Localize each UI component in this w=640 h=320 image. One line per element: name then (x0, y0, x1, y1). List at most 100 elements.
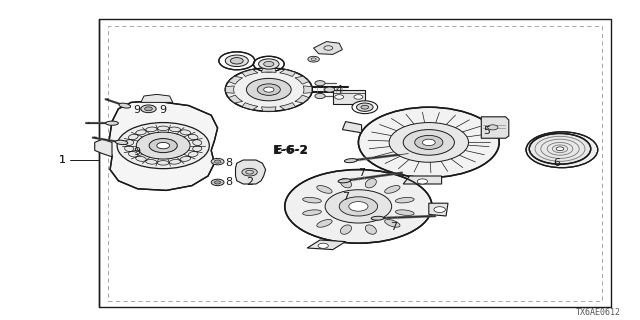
Ellipse shape (188, 134, 198, 140)
Circle shape (325, 190, 392, 223)
Ellipse shape (170, 159, 180, 164)
Ellipse shape (193, 146, 202, 151)
Circle shape (117, 123, 209, 169)
Ellipse shape (365, 225, 376, 234)
Circle shape (324, 87, 335, 92)
Polygon shape (307, 240, 346, 250)
Circle shape (225, 68, 312, 111)
Ellipse shape (365, 179, 376, 188)
Text: 8: 8 (225, 177, 233, 188)
Ellipse shape (129, 151, 138, 157)
Circle shape (257, 84, 280, 95)
Bar (108, 26, 602, 301)
Ellipse shape (146, 159, 157, 164)
Circle shape (285, 170, 432, 243)
Polygon shape (262, 107, 276, 111)
Polygon shape (228, 76, 243, 84)
Circle shape (417, 179, 428, 184)
Ellipse shape (338, 179, 351, 183)
Text: 6: 6 (554, 158, 560, 168)
Circle shape (211, 179, 224, 186)
Ellipse shape (125, 146, 134, 151)
Circle shape (358, 107, 499, 178)
Circle shape (389, 123, 468, 162)
Polygon shape (242, 69, 258, 76)
Ellipse shape (129, 134, 138, 140)
Circle shape (339, 197, 378, 216)
Circle shape (529, 133, 591, 164)
Polygon shape (429, 203, 448, 216)
Circle shape (242, 168, 257, 176)
Text: 1: 1 (59, 155, 65, 165)
Polygon shape (280, 69, 296, 76)
Polygon shape (109, 101, 218, 190)
Text: 2: 2 (246, 177, 253, 188)
Circle shape (253, 56, 284, 72)
Circle shape (354, 95, 363, 99)
Circle shape (214, 181, 221, 184)
Circle shape (315, 81, 325, 86)
Polygon shape (226, 86, 234, 93)
Circle shape (335, 95, 344, 99)
Text: 1: 1 (60, 155, 66, 165)
Ellipse shape (385, 186, 400, 193)
Circle shape (361, 105, 369, 109)
Circle shape (315, 93, 325, 99)
Text: 8: 8 (225, 158, 233, 168)
Circle shape (403, 130, 454, 155)
Circle shape (214, 160, 221, 163)
Ellipse shape (303, 210, 321, 215)
Ellipse shape (180, 130, 191, 135)
Circle shape (356, 103, 373, 111)
Ellipse shape (303, 197, 321, 203)
Ellipse shape (106, 121, 118, 125)
Ellipse shape (157, 126, 169, 131)
Ellipse shape (170, 127, 180, 132)
Ellipse shape (344, 159, 357, 163)
Polygon shape (242, 103, 258, 110)
Text: 7: 7 (358, 168, 365, 178)
Polygon shape (342, 122, 362, 133)
Polygon shape (481, 117, 509, 138)
Polygon shape (280, 103, 296, 110)
Ellipse shape (119, 103, 131, 108)
Circle shape (349, 202, 368, 211)
Polygon shape (403, 176, 442, 184)
Text: 9: 9 (133, 147, 141, 157)
Ellipse shape (125, 140, 134, 146)
Text: E-6-2: E-6-2 (275, 145, 307, 156)
Circle shape (264, 87, 274, 92)
Ellipse shape (317, 186, 332, 193)
Polygon shape (295, 95, 309, 103)
Ellipse shape (193, 140, 202, 146)
Circle shape (556, 147, 564, 151)
Ellipse shape (136, 156, 147, 161)
Ellipse shape (136, 130, 147, 135)
Circle shape (141, 105, 156, 113)
Polygon shape (141, 94, 173, 102)
Circle shape (211, 158, 224, 165)
Ellipse shape (317, 220, 332, 227)
Circle shape (145, 107, 152, 111)
Circle shape (318, 243, 328, 248)
Circle shape (219, 52, 255, 70)
Polygon shape (314, 42, 342, 54)
Circle shape (149, 139, 177, 153)
Ellipse shape (188, 151, 198, 157)
Circle shape (308, 56, 319, 62)
Circle shape (225, 55, 248, 67)
Circle shape (415, 135, 443, 149)
Text: 9: 9 (133, 105, 141, 116)
Ellipse shape (146, 127, 157, 132)
Text: 7: 7 (342, 192, 349, 202)
Polygon shape (236, 160, 266, 184)
Ellipse shape (340, 179, 351, 188)
Text: TX6AE0612: TX6AE0612 (576, 308, 621, 317)
Ellipse shape (396, 197, 414, 203)
Polygon shape (303, 86, 312, 93)
Text: 7: 7 (390, 222, 397, 232)
Circle shape (230, 58, 243, 64)
Circle shape (526, 132, 598, 168)
Polygon shape (295, 76, 309, 84)
Ellipse shape (385, 220, 400, 227)
